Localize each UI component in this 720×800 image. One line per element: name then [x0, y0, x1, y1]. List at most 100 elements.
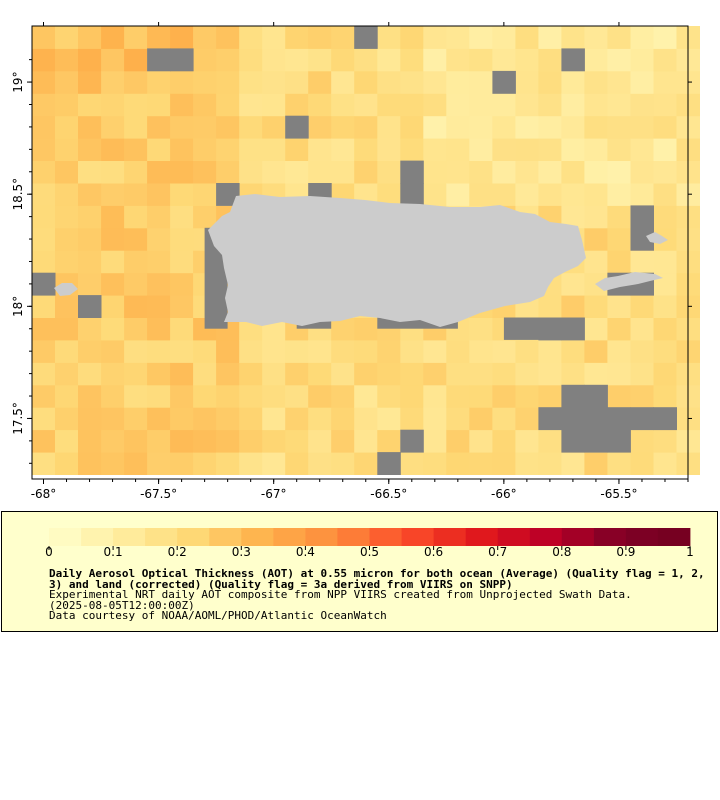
- no-data-cell: [630, 407, 654, 431]
- aot-cell: [170, 227, 194, 251]
- aot-cell: [377, 183, 401, 206]
- aot-cell: [584, 115, 608, 139]
- aot-cell: [446, 93, 470, 117]
- aot-cell: [423, 138, 447, 161]
- aot-cell: [124, 317, 148, 341]
- colorbar-tick-label: 0.5: [360, 545, 379, 559]
- lon-tick-label: -67.5°: [140, 487, 177, 501]
- aot-cell: [400, 48, 424, 72]
- no-data-cell: [561, 317, 585, 341]
- aot-cell: [492, 138, 516, 161]
- colorbar-tick-label: 0.6: [424, 545, 443, 559]
- colorbar-swatch: [625, 528, 659, 546]
- aot-cell: [584, 160, 608, 184]
- aot-cell: [285, 407, 309, 431]
- aot-cell: [147, 70, 171, 94]
- aot-cell: [262, 160, 286, 184]
- aot-cell: [630, 317, 654, 341]
- aot-cell: [170, 452, 194, 475]
- aot-cell: [331, 138, 355, 161]
- aot-cell: [492, 384, 516, 408]
- aot-cell: [584, 26, 608, 49]
- lat-tick-label: 17.5°: [11, 402, 25, 435]
- aot-cell: [607, 183, 631, 206]
- aot-cell: [55, 452, 79, 475]
- aot-cell: [78, 227, 102, 251]
- aot-cell: [124, 26, 148, 49]
- aot-cell: [285, 429, 309, 453]
- aot-cell: [147, 26, 171, 49]
- colorbar-swatch: [113, 528, 146, 546]
- aot-cell: [423, 429, 447, 453]
- aot-cell: [124, 429, 148, 453]
- aot-cell: [630, 295, 654, 318]
- aot-cell: [561, 183, 585, 206]
- no-data-cell: [32, 272, 56, 296]
- aot-cell: [331, 317, 355, 341]
- aot-cell: [446, 362, 470, 386]
- aot-cell: [538, 138, 562, 161]
- lat-tick-label: 18°: [11, 296, 25, 317]
- aot-cell: [308, 115, 332, 139]
- aot-cell: [584, 70, 608, 94]
- aot-cell: [216, 160, 240, 184]
- aot-cell: [216, 429, 240, 453]
- no-data-cell: [216, 183, 240, 206]
- aot-cell: [32, 250, 56, 274]
- colorbar-swatch: [177, 528, 210, 546]
- aot-cell: [584, 317, 608, 341]
- aot-cell: [101, 362, 125, 386]
- aot-cell: [124, 183, 148, 206]
- no-data-cell: [561, 429, 585, 453]
- aot-cell: [147, 227, 171, 251]
- land-mask: [54, 194, 668, 327]
- aot-cell: [170, 384, 194, 408]
- aot-cell: [262, 452, 286, 475]
- colorbar-tick-label: 0.9: [616, 545, 635, 559]
- aot-cell: [492, 362, 516, 386]
- aot-cell: [55, 183, 79, 206]
- aot-cell: [584, 295, 608, 318]
- no-data-cell: [584, 407, 608, 431]
- aot-cell: [239, 384, 263, 408]
- aot-cell: [607, 48, 631, 72]
- aot-cell: [32, 429, 56, 453]
- aot-cell: [170, 183, 194, 206]
- aot-cell: [101, 250, 125, 274]
- aot-cell: [377, 26, 401, 49]
- aot-cell: [239, 429, 263, 453]
- aot-cell: [584, 93, 608, 117]
- aot-cell: [216, 48, 240, 72]
- aot-cell: [561, 115, 585, 139]
- aot-cell: [492, 340, 516, 363]
- aot-cell: [101, 183, 125, 206]
- no-data-cell: [584, 429, 608, 453]
- aot-cell: [78, 317, 102, 341]
- aot-cell: [607, 115, 631, 139]
- aot-cell: [469, 452, 493, 475]
- aot-cell: [32, 183, 56, 206]
- aot-cell: [78, 205, 102, 229]
- aot-cell: [331, 93, 355, 117]
- aot-cell: [147, 429, 171, 453]
- aot-cell: [55, 115, 79, 139]
- aot-cell: [170, 138, 194, 161]
- aot-cell: [78, 48, 102, 72]
- no-data-cell: [377, 452, 401, 475]
- aot-cell: [377, 384, 401, 408]
- aot-cell: [239, 26, 263, 49]
- aot-cell: [469, 70, 493, 94]
- aot-cell: [354, 115, 378, 139]
- aot-cell: [331, 48, 355, 72]
- colorbar-swatch: [337, 528, 370, 546]
- no-data-cell: [147, 48, 171, 72]
- aot-cell: [653, 183, 677, 206]
- aot-cell: [653, 362, 677, 386]
- aot-cell: [400, 70, 424, 94]
- lon-tick-label: -66.5°: [370, 487, 407, 501]
- aot-cell: [55, 26, 79, 49]
- aot-cell: [193, 48, 217, 72]
- aot-cell: [193, 183, 217, 206]
- aot-cell: [469, 384, 493, 408]
- aot-cell: [32, 160, 56, 184]
